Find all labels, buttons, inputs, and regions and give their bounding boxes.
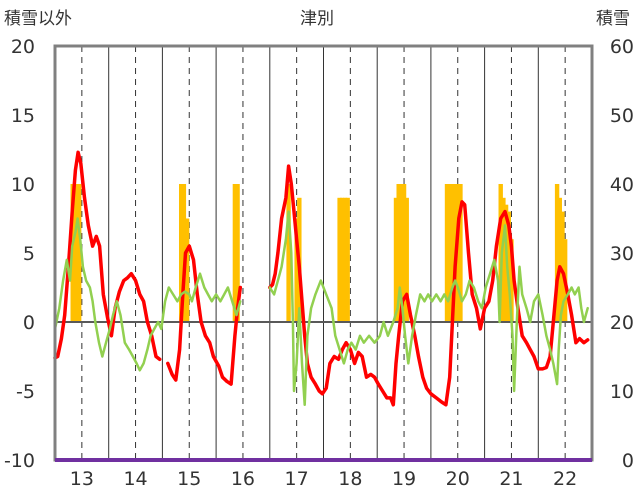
snow-depth-bar [337, 197, 342, 322]
snow-depth-bar [444, 184, 450, 322]
red-series-line [268, 164, 590, 407]
x-tick-label: 20 [446, 468, 470, 490]
right-y-tick-label: 20 [610, 312, 634, 334]
snow-depth-bar [178, 184, 184, 322]
left-y-tick-label: 5 [23, 243, 35, 265]
right-y-tick-label: 60 [610, 36, 634, 58]
snow-depth-bar [235, 184, 240, 322]
x-tick-label: 18 [338, 468, 362, 490]
snow-depth-bar [393, 197, 399, 322]
snow-depth-bar [447, 184, 452, 322]
left-axis-title: 積雪以外 [4, 9, 72, 29]
snow-depth-bar [396, 184, 401, 322]
snow-depth-bar [184, 218, 190, 322]
snow-depth-bar [458, 184, 463, 322]
snow-depth-bar [506, 211, 511, 322]
snow-depth-bar [399, 184, 404, 322]
left-y-tick-label: 0 [23, 312, 35, 334]
snow-depth-bar [450, 184, 455, 322]
snow-depth-bar [557, 197, 562, 322]
x-tick-label: 14 [123, 468, 147, 490]
left-y-tick-label: -5 [16, 381, 35, 403]
right-y-tick-label: 0 [622, 450, 634, 472]
snow-depth-bar [73, 184, 79, 322]
x-tick-label: 21 [499, 468, 523, 490]
snow-depth-bar [345, 197, 350, 322]
snow-depth-bar [342, 197, 348, 322]
left-y-tick-label: 20 [11, 36, 35, 58]
chart-title: 津別 [300, 9, 334, 29]
snow-depth-bar [560, 211, 565, 322]
snow-depth-bar [404, 197, 409, 322]
snow-depth-bar [340, 197, 345, 322]
right-axis-title: 積雪 [596, 9, 630, 29]
x-tick-label: 19 [392, 468, 416, 490]
snow-depth-bar [509, 239, 514, 322]
left-y-tick-label: 10 [11, 174, 35, 196]
snow-depth-bar [286, 184, 291, 322]
x-tick-label: 16 [231, 468, 255, 490]
x-tick-label: 13 [70, 468, 94, 490]
snow-depth-bar [401, 184, 407, 322]
right-y-tick-label: 10 [610, 381, 634, 403]
snow-depth-bar [232, 184, 238, 322]
snow-depth-bar [554, 184, 560, 322]
snow-depth-bar [76, 184, 82, 322]
right-y-tick-label: 50 [610, 105, 634, 127]
red-series-line [166, 244, 243, 386]
left-y-tick-label: -10 [4, 450, 35, 472]
green-series-line [53, 217, 242, 372]
x-tick-label: 15 [177, 468, 201, 490]
green-series-line [268, 210, 589, 407]
x-tick-label: 22 [553, 468, 577, 490]
snow-depth-bar [294, 218, 299, 322]
right-y-tick-label: 30 [610, 243, 634, 265]
right-y-tick-label: 40 [610, 174, 634, 196]
x-tick-label: 17 [285, 468, 309, 490]
red-series-line [53, 150, 162, 362]
snow-depth-bar [501, 197, 506, 322]
left-y-tick-label: 15 [11, 105, 35, 127]
